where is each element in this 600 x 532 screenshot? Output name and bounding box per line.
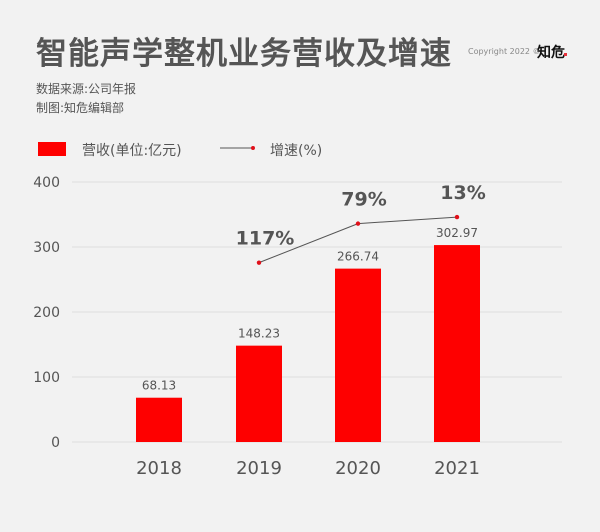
brand-dot-icon bbox=[564, 53, 567, 56]
growth-point-2019 bbox=[256, 260, 262, 265]
bar-value-label: 302.97 bbox=[436, 226, 478, 240]
bar-value-label: 266.74 bbox=[337, 250, 379, 264]
x-tick-label: 2020 bbox=[335, 458, 381, 479]
x-tick-label: 2021 bbox=[434, 458, 480, 479]
growth-line-segment bbox=[357, 216, 458, 225]
y-tick-label: 100 bbox=[33, 370, 60, 386]
growth-value-label: 79% bbox=[341, 189, 386, 211]
y-tick-label: 200 bbox=[33, 305, 60, 321]
brand-logo: 知危 bbox=[537, 45, 565, 61]
x-tick-label: 2019 bbox=[236, 458, 282, 479]
y-tick-label: 300 bbox=[33, 240, 60, 256]
x-tick-label: 2018 bbox=[136, 458, 182, 479]
y-tick-label: 0 bbox=[51, 435, 60, 451]
y-tick-label: 400 bbox=[33, 175, 60, 191]
growth-value-label: 117% bbox=[236, 228, 295, 250]
chart-credit: 制图:知危编辑部 bbox=[36, 101, 125, 115]
copyright-text: Copyright 2022 © bbox=[468, 47, 541, 56]
bar-2020 bbox=[335, 268, 381, 442]
chart-title: 智能声学整机业务营收及增速 bbox=[36, 36, 452, 72]
bar-2021 bbox=[434, 245, 480, 442]
legend-line-label: 增速(%) bbox=[270, 143, 323, 159]
data-source: 数据来源:公司年报 bbox=[36, 82, 137, 96]
bar-2018 bbox=[136, 397, 182, 442]
legend-bar-swatch bbox=[38, 142, 66, 156]
growth-point-2020 bbox=[355, 221, 361, 226]
growth-point-2021 bbox=[454, 214, 460, 220]
bar-value-label: 148.23 bbox=[238, 327, 280, 341]
legend-line-icon bbox=[220, 146, 255, 150]
growth-value-label: 13% bbox=[440, 182, 485, 204]
bar-2019 bbox=[236, 345, 282, 442]
legend-bar-label: 营收(单位:亿元) bbox=[82, 143, 182, 159]
bar-value-label: 68.13 bbox=[142, 379, 176, 393]
growth-line-segment bbox=[258, 223, 359, 264]
